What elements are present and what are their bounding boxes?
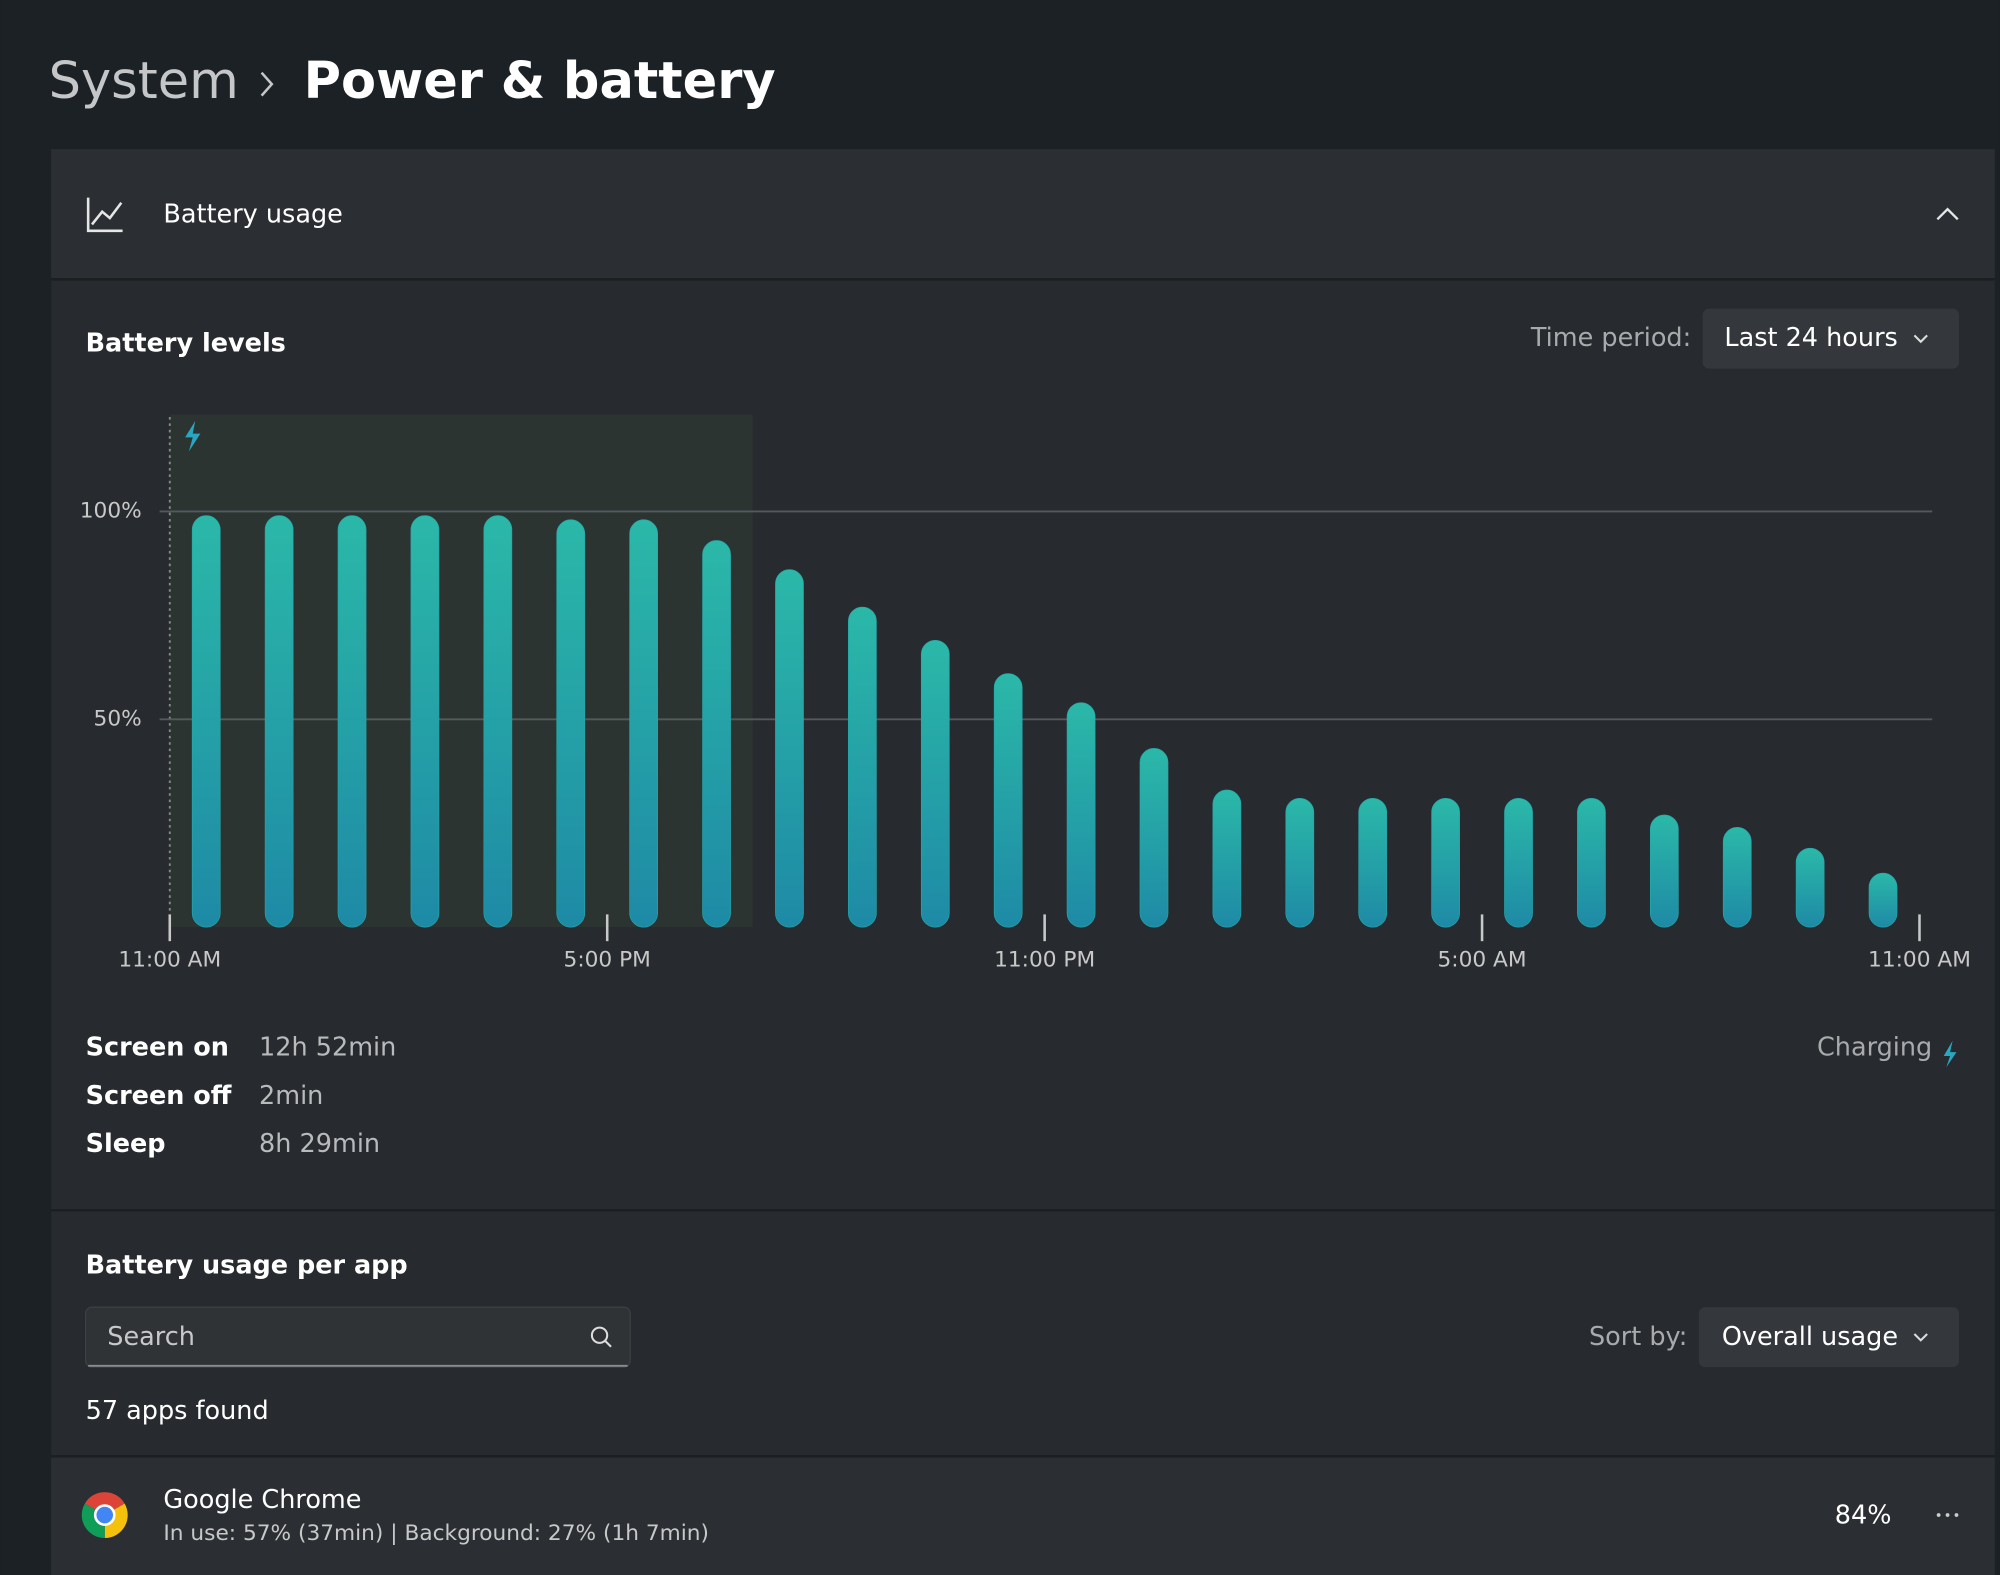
sort-label: Sort by: (1589, 1322, 1687, 1352)
sort-dropdown[interactable] (1698, 1307, 1960, 1368)
stat-label: Screen off (86, 1081, 232, 1111)
x-tick-label: 5:00 AM (1438, 947, 1527, 972)
card-title: Battery usage (163, 200, 342, 230)
charging-legend: Charging (1817, 1032, 1932, 1062)
bar (1139, 748, 1169, 928)
collapse-button[interactable] (1936, 207, 1959, 221)
bar (1212, 789, 1242, 928)
battery-chart: 50% 100% 11:00 AM 5:00 PM 11:00 PM 5:00 AM 11:… (80, 498, 1971, 972)
y-tick-label: 50% (94, 706, 142, 731)
app-name: Google Chrome (163, 1485, 361, 1515)
bar (1795, 847, 1825, 928)
bar (1285, 797, 1315, 928)
x-tick-label: 11:00 AM (1868, 947, 1971, 972)
bar (1868, 872, 1898, 928)
dropdown-chevron (1913, 1333, 1928, 1342)
bar (1577, 797, 1606, 928)
more-button[interactable] (1936, 1513, 1959, 1517)
x-tick-label: 5:00 PM (564, 947, 651, 972)
chart-title: Battery levels (86, 328, 286, 358)
charging-icon (185, 420, 201, 452)
bar (629, 519, 659, 928)
stat-value: 2min (259, 1081, 323, 1111)
y-tick-label: 100% (80, 498, 142, 523)
charging-region (169, 414, 753, 928)
stat-value: 12h 52min (259, 1032, 396, 1062)
apps-title: Battery usage per app (86, 1250, 408, 1280)
bar (337, 515, 367, 928)
search-box[interactable] (84, 1306, 631, 1368)
bar (993, 673, 1023, 928)
app-detail: In use: 57% (37min) | Background: 27% (1… (163, 1521, 709, 1546)
chart-icon (86, 197, 123, 233)
search-icon (590, 1326, 612, 1348)
bar (1431, 797, 1460, 928)
stat-label: Screen on (86, 1032, 229, 1062)
breadcrumb-parent[interactable]: System (49, 52, 239, 111)
bar (264, 515, 294, 928)
search-placeholder: Search (107, 1322, 195, 1352)
apps-count: 57 apps found (86, 1396, 269, 1426)
bar (848, 606, 877, 928)
stat-value: 8h 29min (259, 1129, 380, 1159)
bar (410, 515, 440, 928)
breadcrumb-chevron (260, 71, 274, 97)
app-row[interactable] (51, 1457, 1995, 1575)
bar (1722, 827, 1752, 928)
bar (920, 639, 950, 928)
charging-legend-icon (1943, 1040, 1957, 1068)
x-tick-label: 11:00 AM (118, 947, 221, 972)
bar (483, 515, 513, 928)
stat-label: Sleep (86, 1129, 166, 1159)
bar (191, 515, 221, 928)
bar (1066, 702, 1096, 928)
bar (702, 540, 731, 928)
bar (1358, 797, 1388, 928)
page-title: Power & battery (304, 52, 776, 111)
time-period-dropdown[interactable] (1702, 308, 1960, 369)
sort-value: Overall usage (1722, 1322, 1898, 1352)
bar (1649, 814, 1679, 928)
dropdown-chevron (1913, 334, 1928, 344)
bar (775, 569, 804, 928)
x-tick-label: 11:00 PM (994, 947, 1095, 972)
time-period-value: Last 24 hours (1724, 323, 1897, 353)
time-period-label: Time period: (1530, 323, 1691, 353)
card-header[interactable] (51, 149, 1995, 279)
chrome-icon (81, 1492, 128, 1539)
app-usage: 84% (1835, 1500, 1892, 1530)
bar (1504, 797, 1533, 928)
stats: Screen on 12h 52min Screen off 2min Sleep 8h … (86, 1032, 397, 1159)
bar (556, 519, 586, 928)
